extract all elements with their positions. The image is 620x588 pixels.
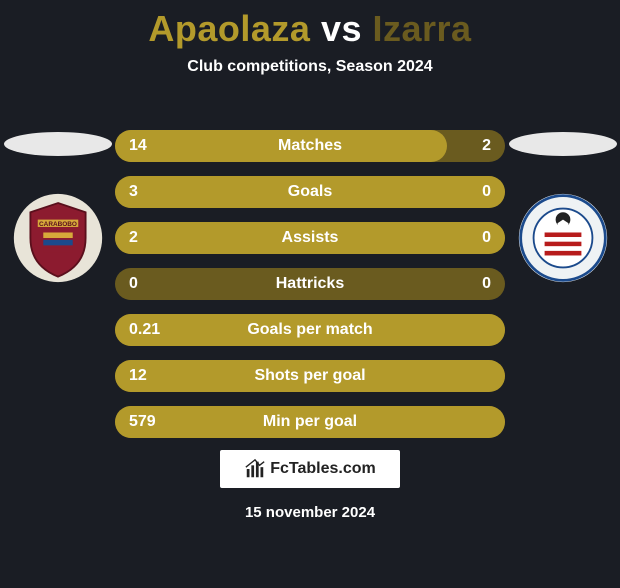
right-player-panel xyxy=(505,108,620,284)
stat-row: 2Assists0 xyxy=(115,222,505,254)
chart-icon xyxy=(244,458,266,480)
generated-date: 15 november 2024 xyxy=(0,504,620,521)
brand-logo[interactable]: FcTables.com xyxy=(220,450,400,488)
bar-fill xyxy=(115,360,505,392)
stat-row: 14Matches2 xyxy=(115,130,505,162)
bar-fill xyxy=(115,406,505,438)
right-player-avatar-placeholder xyxy=(509,132,617,156)
left-team-crest: CARABOBO xyxy=(12,192,104,284)
subtitle: Club competitions, Season 2024 xyxy=(0,58,620,76)
stat-row: 3Goals0 xyxy=(115,176,505,208)
left-player-avatar-placeholder xyxy=(4,132,112,156)
stat-row: 579Min per goal xyxy=(115,406,505,438)
bar-fill xyxy=(115,314,505,346)
stat-row: 0Hattricks0 xyxy=(115,268,505,300)
brand-name: FcTables.com xyxy=(270,460,376,478)
svg-text:CARABOBO: CARABOBO xyxy=(39,221,77,228)
title-player-left: Apaolaza xyxy=(148,8,310,49)
stat-row: 0.21Goals per match xyxy=(115,314,505,346)
right-team-crest xyxy=(517,192,609,284)
shield-icon: CARABOBO xyxy=(12,192,104,284)
page-title: Apaolaza vs Izarra xyxy=(0,8,620,50)
bar-fill xyxy=(115,222,505,254)
stat-row: 12Shots per goal xyxy=(115,360,505,392)
shield-icon xyxy=(517,192,609,284)
bar-fill xyxy=(115,130,447,162)
bar-track xyxy=(115,268,505,300)
stats-bars: 14Matches2 3Goals0 2Assists0 0Hattricks0 0.2… xyxy=(115,130,505,438)
bar-fill xyxy=(115,176,505,208)
title-vs: vs xyxy=(321,8,362,49)
title-player-right: Izarra xyxy=(373,8,472,49)
left-player-panel: CARABOBO xyxy=(0,108,115,284)
